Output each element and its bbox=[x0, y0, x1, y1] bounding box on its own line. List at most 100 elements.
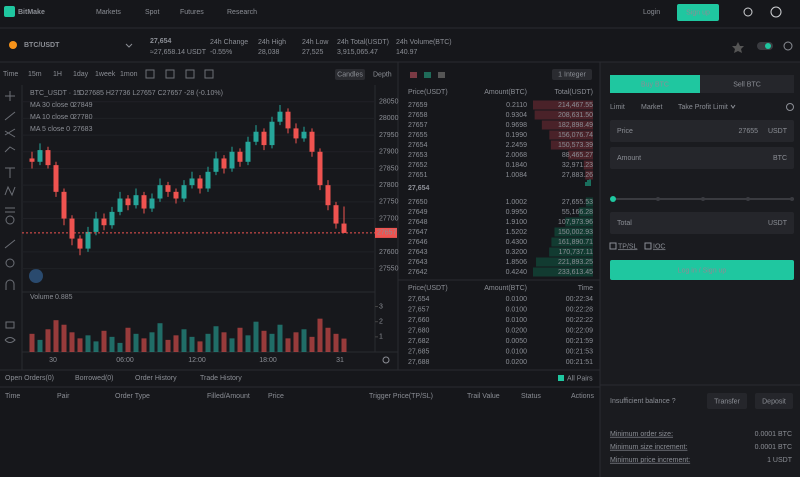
book-price[interactable]: 27647 bbox=[408, 229, 428, 236]
candle-body bbox=[77, 238, 83, 249]
deposit-label[interactable]: Deposit bbox=[762, 398, 786, 405]
trade-price: 27,657 bbox=[408, 306, 430, 313]
volume-bar bbox=[261, 330, 267, 352]
signup-label[interactable]: Sign up bbox=[686, 9, 710, 16]
language-icon[interactable] bbox=[770, 6, 782, 18]
candle-body bbox=[309, 131, 315, 152]
nav-link[interactable]: Futures bbox=[180, 9, 204, 16]
dropdown-caret[interactable] bbox=[730, 104, 736, 109]
interval[interactable]: 1H bbox=[53, 71, 62, 78]
volume-bar bbox=[173, 335, 179, 352]
buy-tab[interactable] bbox=[610, 75, 700, 93]
order-type[interactable]: Limit bbox=[610, 104, 625, 111]
transfer-label[interactable]: Transfer bbox=[714, 398, 740, 405]
tab-label[interactable]: Buy BTC bbox=[641, 81, 669, 88]
book-price[interactable]: 27655 bbox=[408, 132, 428, 139]
trade-amount: 0.0100 bbox=[506, 348, 528, 355]
view[interactable]: Depth bbox=[373, 71, 392, 78]
orders-tab[interactable]: Open Orders(0) bbox=[5, 375, 54, 382]
trade-amount: 0.0050 bbox=[506, 338, 528, 345]
interval[interactable]: 1mon bbox=[120, 71, 138, 78]
interval[interactable]: 15m bbox=[28, 71, 42, 78]
login[interactable]: Login bbox=[643, 9, 660, 16]
help-icon[interactable] bbox=[786, 103, 794, 111]
book-price[interactable]: 27642 bbox=[408, 269, 428, 276]
chart-ohlc: O27685 H27736 L27657 C27657 -28 (-0.10%) bbox=[79, 90, 223, 97]
book-total: 170,737.11 bbox=[558, 249, 593, 256]
precision[interactable]: 1 Integer bbox=[558, 71, 586, 78]
deposit-button[interactable] bbox=[755, 393, 793, 409]
candle-body bbox=[221, 158, 227, 169]
orders-column: Order Type bbox=[115, 393, 150, 400]
checkbox[interactable] bbox=[644, 242, 652, 250]
download-icon[interactable] bbox=[743, 7, 753, 17]
interval[interactable]: 1week bbox=[95, 71, 116, 78]
orders-tab[interactable]: Trade History bbox=[200, 375, 242, 382]
interval[interactable]: 1day bbox=[73, 71, 89, 78]
input[interactable] bbox=[610, 120, 794, 142]
depth-bar bbox=[549, 130, 593, 140]
orders-column: Pair bbox=[57, 393, 70, 400]
view-button[interactable] bbox=[335, 69, 365, 80]
nav-link[interactable]: Markets bbox=[96, 9, 121, 16]
volume-bar bbox=[77, 338, 83, 352]
volume-bar bbox=[221, 332, 227, 352]
settings-icon[interactable] bbox=[783, 41, 793, 51]
interval[interactable]: Time bbox=[3, 71, 18, 78]
candle-body bbox=[301, 131, 307, 139]
volume-bar bbox=[53, 320, 59, 352]
book-price[interactable]: 27659 bbox=[408, 102, 428, 109]
order-type[interactable]: Market bbox=[641, 104, 662, 111]
book-price[interactable]: 27643 bbox=[408, 259, 428, 266]
orders-column: Price bbox=[268, 393, 284, 400]
signup-button[interactable] bbox=[677, 4, 719, 21]
volume-bar bbox=[141, 338, 147, 352]
chart-tool-icons[interactable] bbox=[145, 69, 445, 79]
tab-label[interactable]: Sell BTC bbox=[733, 81, 761, 88]
input[interactable] bbox=[610, 212, 794, 234]
slider-knob[interactable] bbox=[610, 196, 616, 202]
book-price[interactable]: 27658 bbox=[408, 112, 428, 119]
transfer-button[interactable] bbox=[707, 393, 747, 409]
ma-value: 27683 bbox=[73, 126, 93, 133]
view[interactable]: Candles bbox=[337, 71, 363, 78]
book-price[interactable]: 27652 bbox=[408, 162, 428, 169]
chart-settings[interactable] bbox=[382, 356, 390, 364]
submit-label[interactable]: Log in / Sign up bbox=[678, 267, 727, 274]
input[interactable] bbox=[610, 147, 794, 169]
book-price[interactable]: 27654 bbox=[408, 142, 428, 149]
orders-column: Filled/Amount bbox=[207, 393, 250, 400]
volume-bar bbox=[333, 333, 339, 352]
orders-column: Time bbox=[5, 393, 20, 400]
book-price[interactable]: 27651 bbox=[408, 172, 428, 179]
book-total: 27,883.26 bbox=[562, 172, 593, 179]
book-price[interactable]: 27648 bbox=[408, 219, 428, 226]
book-price[interactable]: 27643 bbox=[408, 249, 428, 256]
book-amount: 0.4240 bbox=[506, 269, 528, 276]
volume-tick-label: 1 bbox=[379, 334, 383, 341]
precision-select[interactable] bbox=[552, 69, 592, 80]
dropdown-caret[interactable] bbox=[125, 43, 133, 48]
chart-legend: BTC_USDT · 15 bbox=[30, 90, 81, 97]
book-price[interactable]: 27646 bbox=[408, 239, 428, 246]
drawing-tools[interactable] bbox=[4, 91, 16, 343]
nav-link[interactable]: Spot bbox=[145, 9, 159, 16]
x-tick-label: 06:00 bbox=[116, 357, 134, 364]
candle-body bbox=[45, 150, 51, 166]
book-price[interactable]: 27649 bbox=[408, 209, 428, 216]
orders-tab[interactable]: Order History bbox=[135, 375, 177, 382]
checkbox[interactable] bbox=[558, 375, 564, 381]
book-price[interactable]: 27657 bbox=[408, 122, 428, 129]
favorite-icon[interactable] bbox=[732, 42, 744, 53]
nav-link[interactable]: Research bbox=[227, 9, 257, 16]
submit-button[interactable] bbox=[610, 260, 794, 280]
order-type[interactable]: Take Profit Limit bbox=[678, 104, 728, 111]
pair[interactable]: BTC/USDT bbox=[24, 42, 60, 49]
orders-tab[interactable]: Borrowed(0) bbox=[75, 375, 114, 382]
stat-label: 24h Volume(BTC) bbox=[396, 39, 452, 46]
sell-tab[interactable] bbox=[700, 75, 794, 93]
book-price[interactable]: 27650 bbox=[408, 199, 428, 206]
book-price[interactable]: 27653 bbox=[408, 152, 428, 159]
checkbox[interactable] bbox=[609, 242, 617, 250]
book-amount: 0.1840 bbox=[506, 162, 528, 169]
